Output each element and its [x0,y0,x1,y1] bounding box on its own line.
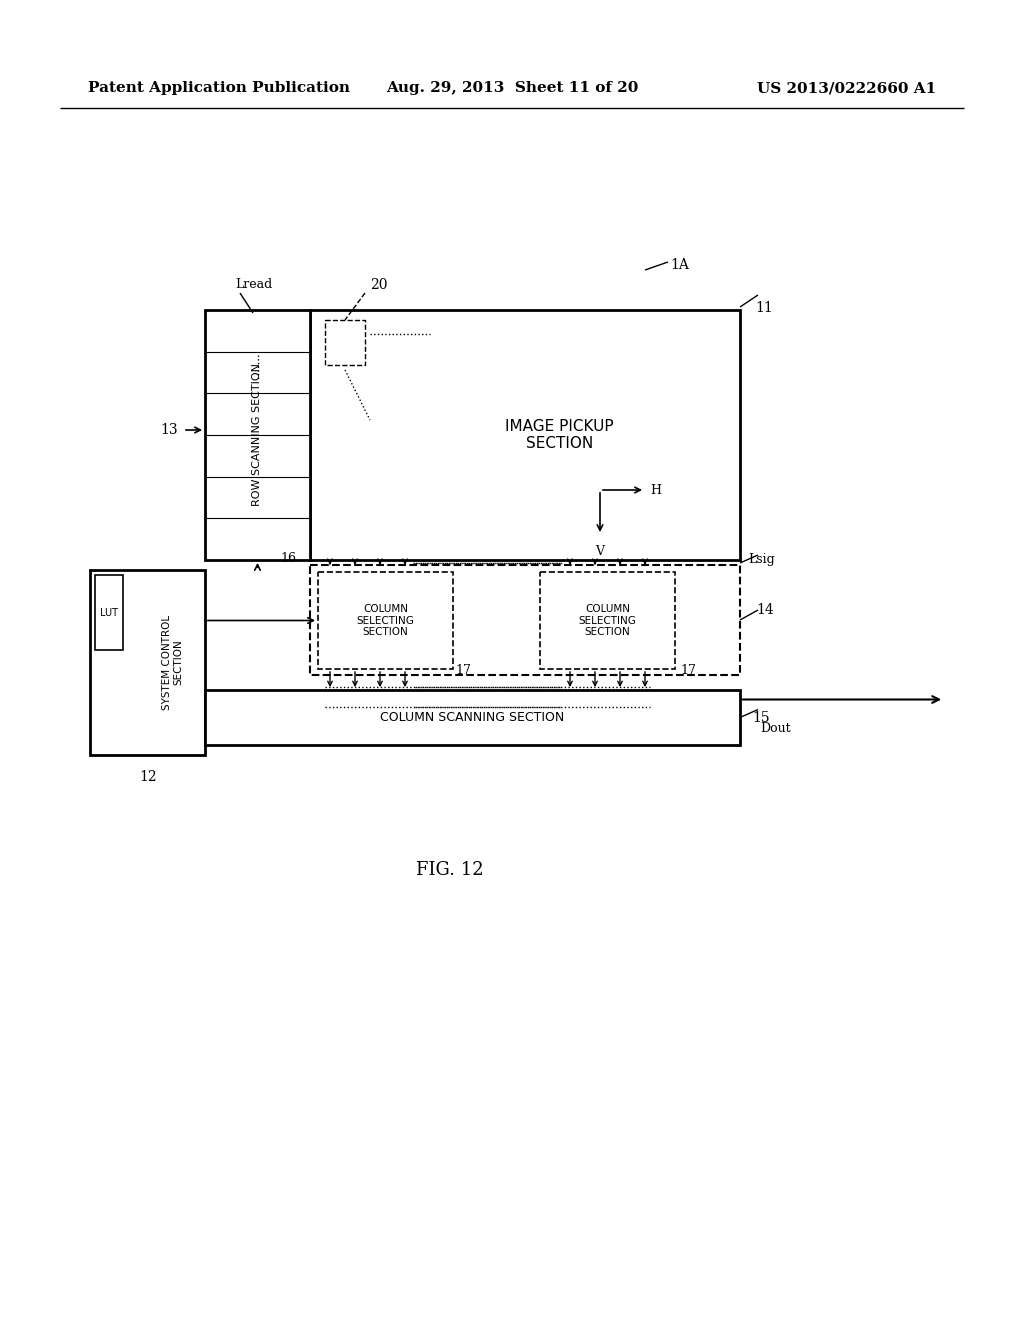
Bar [205,690,740,744]
Text: 17: 17 [680,664,696,676]
Text: V: V [596,545,604,558]
Bar [325,319,365,366]
Text: Lread: Lread [234,279,272,292]
Text: 20: 20 [370,279,387,292]
Text: 17: 17 [455,664,471,676]
Text: H: H [650,483,662,496]
Text: 11: 11 [755,301,773,315]
Text: FIG. 12: FIG. 12 [416,861,483,879]
Text: Lsig: Lsig [748,553,775,566]
Text: Aug. 29, 2013  Sheet 11 of 20: Aug. 29, 2013 Sheet 11 of 20 [386,81,638,95]
Text: 14: 14 [756,603,774,616]
Text: 12: 12 [139,770,157,784]
Text: ROW SCANNING SECTION: ROW SCANNING SECTION [253,363,262,507]
Text: 16: 16 [280,552,296,565]
Text: 15: 15 [752,711,770,725]
Bar [310,310,740,560]
Bar [205,310,310,560]
Text: 1A: 1A [670,257,689,272]
Bar [95,576,123,649]
Text: Patent Application Publication: Patent Application Publication [88,81,350,95]
Bar [318,572,453,669]
Bar [310,565,740,675]
Text: SYSTEM CONTROL
SECTION: SYSTEM CONTROL SECTION [162,615,183,710]
Bar [90,570,205,755]
Text: COLUMN SCANNING SECTION: COLUMN SCANNING SECTION [380,711,564,723]
Text: IMAGE PICKUP
SECTION: IMAGE PICKUP SECTION [505,418,613,451]
Text: 13: 13 [161,422,178,437]
Text: Dout: Dout [760,722,791,734]
Text: US 2013/0222660 A1: US 2013/0222660 A1 [757,81,936,95]
Text: COLUMN
SELECTING
SECTION: COLUMN SELECTING SECTION [356,605,415,638]
Text: LUT: LUT [100,607,118,618]
Bar [540,572,675,669]
Text: COLUMN
SELECTING
SECTION: COLUMN SELECTING SECTION [579,605,637,638]
